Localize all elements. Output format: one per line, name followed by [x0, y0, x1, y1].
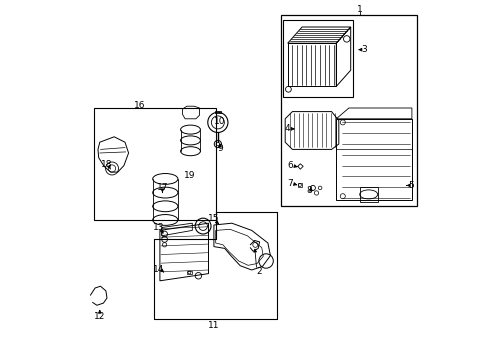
- Text: 8: 8: [306, 186, 311, 195]
- Text: 19: 19: [183, 171, 195, 180]
- Text: 16: 16: [134, 101, 145, 110]
- Text: 10: 10: [214, 117, 225, 126]
- Text: 6: 6: [287, 161, 292, 170]
- Text: 2: 2: [256, 267, 261, 276]
- Text: 18: 18: [101, 161, 113, 170]
- Bar: [283, 20, 352, 97]
- Text: 14: 14: [153, 265, 164, 274]
- Text: 9: 9: [217, 144, 223, 153]
- Text: 17: 17: [156, 184, 168, 193]
- Text: 5: 5: [407, 181, 413, 190]
- Bar: [281, 15, 416, 206]
- Text: 4: 4: [284, 125, 289, 134]
- Text: 11: 11: [208, 321, 219, 330]
- Text: 3: 3: [361, 45, 366, 54]
- Text: 15: 15: [208, 215, 219, 223]
- Text: 12: 12: [94, 312, 105, 321]
- Text: 13: 13: [153, 223, 164, 232]
- Bar: [94, 108, 215, 220]
- Text: 7: 7: [287, 179, 292, 188]
- Text: 1: 1: [356, 5, 362, 14]
